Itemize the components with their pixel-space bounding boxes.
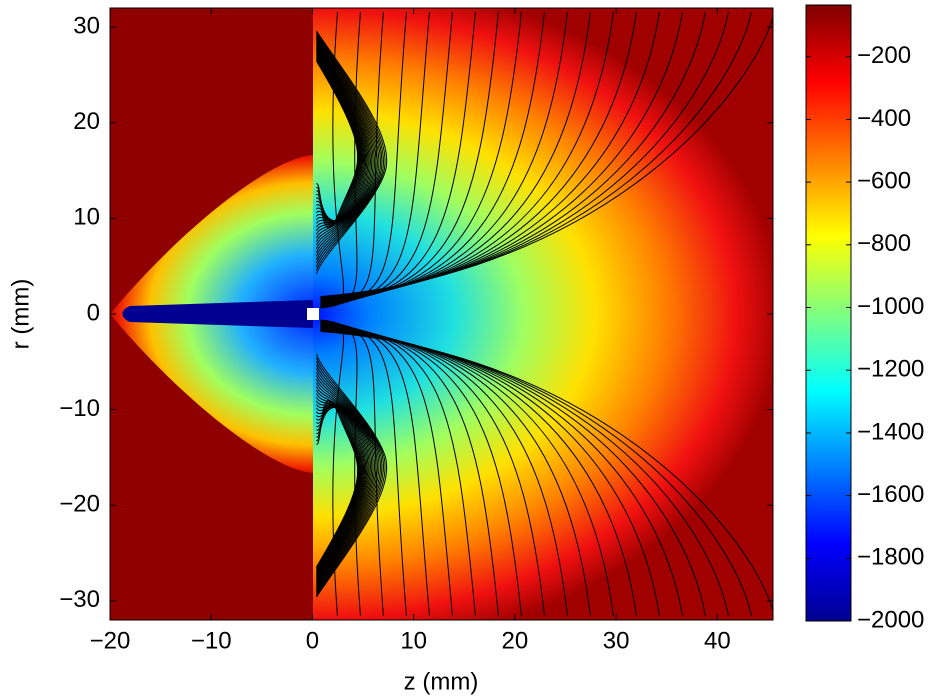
y-tick-label: −20 — [59, 491, 100, 518]
electrode-line — [315, 40, 375, 246]
x-axis-label: z (mm) — [404, 668, 479, 695]
colorbar-tick-label: −200 — [857, 42, 911, 69]
electrode-line — [315, 36, 380, 257]
colorbar-tick-label: −600 — [857, 167, 911, 194]
y-tick-label: 30 — [73, 12, 100, 39]
x-tick-label: 0 — [306, 627, 319, 654]
electrode-line — [315, 353, 388, 598]
electrode-line — [315, 39, 377, 250]
y-tick-label: −30 — [59, 586, 100, 613]
electrode-line — [315, 35, 381, 260]
field — [110, 8, 773, 620]
electrode-line — [315, 47, 368, 224]
electrode-line — [315, 60, 359, 229]
field-line — [320, 330, 773, 613]
electrode-line — [315, 357, 386, 597]
y-tick-label: 20 — [73, 108, 100, 135]
x-tick-label: −10 — [191, 627, 232, 654]
field-lines — [315, 11, 773, 617]
electrode-line — [315, 33, 385, 267]
electrode-line — [315, 404, 368, 581]
y-axis-label: r (mm) — [7, 279, 34, 350]
colorbar-tick-label: −1400 — [857, 418, 924, 445]
x-tick-label: 30 — [603, 627, 630, 654]
colorbar-tick-label: −400 — [857, 105, 911, 132]
field-right — [313, 8, 773, 620]
colorbar-tick-label: −1800 — [857, 544, 924, 571]
electrode-line — [315, 386, 374, 587]
y-tick-label: 10 — [73, 204, 100, 231]
electrode-line — [315, 371, 380, 592]
x-tick-label: −20 — [90, 627, 131, 654]
field-line — [320, 15, 773, 298]
x-tick-label: 20 — [502, 627, 529, 654]
electrode-line — [315, 41, 374, 242]
colorbar — [805, 4, 852, 622]
colorbar-tick-label: −800 — [857, 230, 911, 257]
source-marker — [307, 308, 319, 320]
colorbar-tick-label: −1000 — [857, 293, 924, 320]
colorbar-tick-label: −2000 — [857, 606, 924, 633]
electrode-line — [315, 368, 381, 593]
electrode-line — [315, 30, 388, 275]
electrode-line — [315, 34, 383, 264]
electrode-line — [315, 399, 359, 568]
electrode-line — [315, 361, 385, 595]
x-tick-label: 10 — [400, 627, 427, 654]
electrode-line — [315, 364, 383, 594]
x-tick-label: 40 — [704, 627, 731, 654]
colorbar-tick-label: −1200 — [857, 356, 924, 383]
electrode-line — [315, 378, 377, 589]
colorbar-tick-label: −1600 — [857, 481, 924, 508]
electrode-line — [315, 37, 378, 253]
y-tick-label: 0 — [87, 299, 100, 326]
field-spike — [122, 300, 313, 328]
y-tick-label: −10 — [59, 395, 100, 422]
electrode-line — [315, 375, 378, 591]
electrode-line — [315, 382, 375, 588]
electrode-line — [315, 31, 386, 271]
